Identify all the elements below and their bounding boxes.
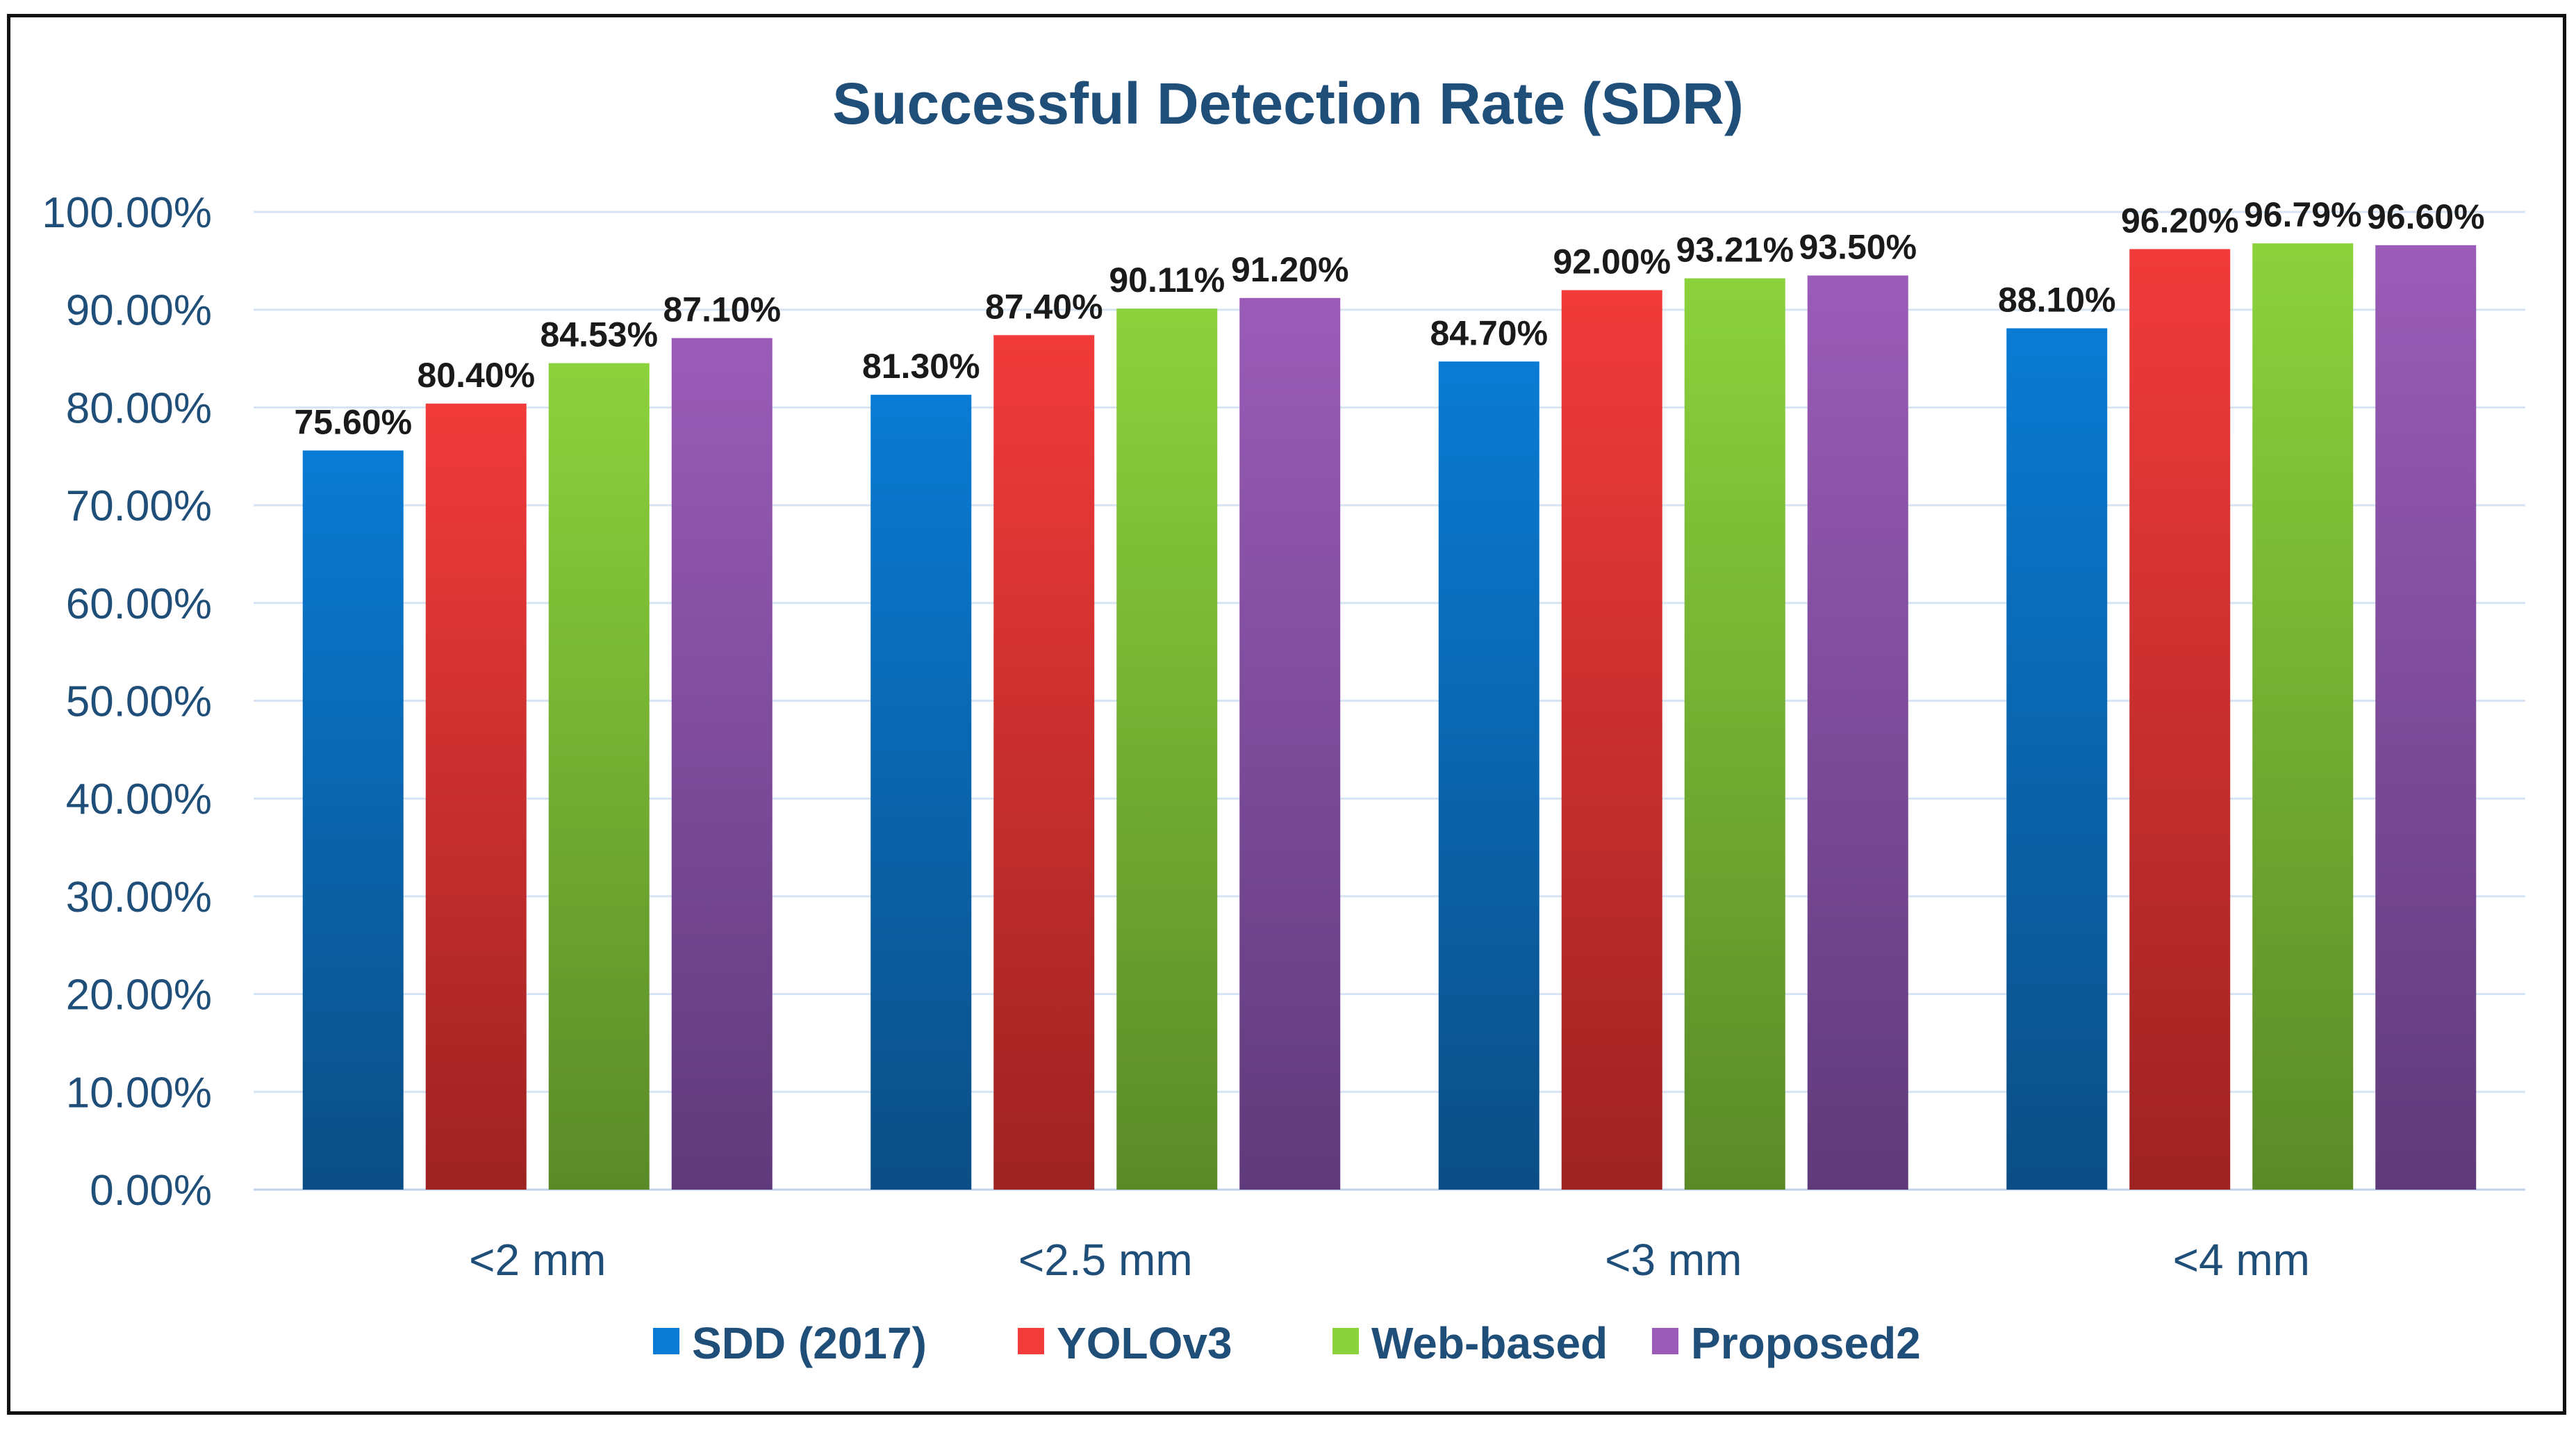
data-label: 84.70% bbox=[1430, 313, 1548, 352]
data-labels: 75.60%80.40%84.53%87.10% 81.30%87.40%90.1… bbox=[294, 195, 2484, 441]
y-tick-label: 30.00% bbox=[66, 873, 212, 921]
y-tick-label: 40.00% bbox=[66, 775, 212, 823]
legend-swatch bbox=[1652, 1328, 1678, 1354]
y-tick-label: 50.00% bbox=[66, 678, 212, 726]
bar bbox=[548, 363, 650, 1190]
bar bbox=[1116, 309, 1218, 1190]
legend-swatch bbox=[1332, 1328, 1359, 1354]
x-tick-label: <4 mm bbox=[2173, 1235, 2310, 1285]
data-label: 87.40% bbox=[985, 287, 1103, 326]
bar bbox=[993, 335, 1095, 1190]
data-label: 96.20% bbox=[2121, 201, 2239, 240]
bar bbox=[302, 450, 404, 1190]
bar bbox=[870, 395, 972, 1190]
x-tick-label: <2.5 mm bbox=[1018, 1235, 1193, 1285]
data-label: 91.20% bbox=[1231, 250, 1349, 289]
x-axis-category-labels: <2 mm <2.5 mm <3 mm <4 mm bbox=[469, 1235, 2310, 1285]
legend-swatch bbox=[1018, 1328, 1044, 1354]
legend-label: Web-based bbox=[1371, 1318, 1608, 1368]
bar bbox=[1684, 278, 1785, 1190]
bars bbox=[302, 243, 2477, 1190]
data-label: 88.10% bbox=[1998, 280, 2116, 319]
y-axis-tick-labels: 0.00% 10.00% 20.00% 30.00% 40.00% 50.00% 60.00… bbox=[42, 189, 212, 1215]
x-tick-label: <2 mm bbox=[469, 1235, 606, 1285]
legend-swatch bbox=[653, 1328, 679, 1354]
bar bbox=[1438, 361, 1539, 1190]
legend: SDD (2017) YOLOv3 Web-based Proposed2 bbox=[653, 1318, 1921, 1368]
bar bbox=[425, 403, 527, 1190]
bar bbox=[1561, 290, 1662, 1190]
legend-label: Proposed2 bbox=[1691, 1318, 1921, 1368]
data-label: 96.79% bbox=[2244, 195, 2362, 234]
y-tick-label: 80.00% bbox=[66, 384, 212, 432]
data-label: 96.60% bbox=[2367, 197, 2485, 236]
data-label: 80.40% bbox=[417, 356, 535, 395]
chart-title: Successful Detection Rate (SDR) bbox=[832, 71, 1744, 136]
bar bbox=[2252, 243, 2354, 1190]
y-tick-label: 0.00% bbox=[90, 1167, 212, 1215]
legend-label: YOLOv3 bbox=[1057, 1318, 1232, 1368]
y-tick-label: 100.00% bbox=[42, 189, 212, 237]
bar bbox=[2006, 328, 2108, 1190]
data-label: 87.10% bbox=[663, 290, 781, 329]
y-tick-label: 10.00% bbox=[66, 1069, 212, 1117]
bar bbox=[1807, 275, 1908, 1190]
x-tick-label: <3 mm bbox=[1605, 1235, 1742, 1285]
data-label: 84.53% bbox=[540, 315, 658, 354]
data-label: 93.21% bbox=[1676, 231, 1794, 270]
bar bbox=[1239, 297, 1341, 1190]
y-tick-label: 60.00% bbox=[66, 580, 212, 628]
legend-label: SDD (2017) bbox=[692, 1318, 927, 1368]
bar bbox=[2129, 249, 2231, 1190]
data-label: 92.00% bbox=[1553, 243, 1671, 281]
y-tick-label: 20.00% bbox=[66, 971, 212, 1019]
data-label: 93.50% bbox=[1799, 227, 1917, 266]
bar bbox=[2375, 245, 2477, 1190]
y-tick-label: 70.00% bbox=[66, 482, 212, 530]
y-tick-label: 90.00% bbox=[66, 287, 212, 335]
data-label: 75.60% bbox=[294, 402, 412, 441]
data-label: 81.30% bbox=[862, 347, 980, 386]
bar bbox=[671, 338, 773, 1190]
data-label: 90.11% bbox=[1109, 261, 1225, 299]
